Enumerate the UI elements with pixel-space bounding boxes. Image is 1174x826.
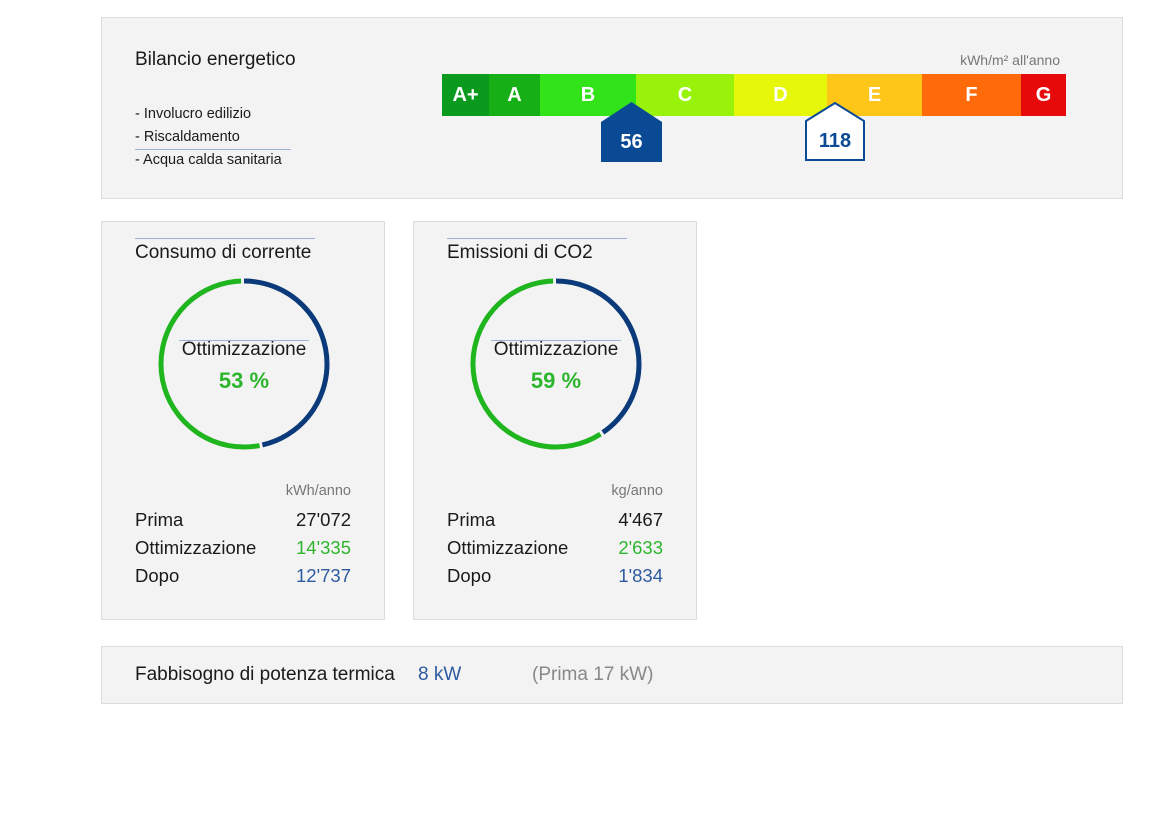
co2-emissions-card: Emissioni di CO2 Ottimizzazione 59 % kg/… [413,221,697,620]
class-segment-c: C [636,74,734,116]
card-unit: kg/anno [611,483,663,499]
row-value: 1'834 [618,565,663,586]
row-label: Prima [135,509,184,530]
energy-balance-title: Bilancio energetico [135,49,296,70]
marker-before-value: 118 [818,130,852,152]
class-segment-g: G [1021,74,1066,116]
row-value: 27'072 [296,509,351,530]
row-value: 14'335 [296,537,351,558]
power-consumption-card: Consumo di corrente Ottimizzazione 53 % … [101,221,385,620]
ring-remaining-arc [470,278,642,450]
row-optimization: Ottimizzazione 2'633 [447,534,663,562]
row-label: Ottimizzazione [135,537,257,558]
row-value: 12'737 [296,565,351,586]
thermal-power-panel: Fabbisogno di potenza termica 8 kW (Prim… [101,646,1123,704]
energy-class-scale: A+ A B C D E F G [442,74,1066,116]
class-segment-f: F [922,74,1021,116]
optimization-percent: 59 % [530,368,582,393]
marker-after-optimization: 56 [601,102,662,162]
marker-after-value: 56 [620,131,643,153]
energy-balance-panel: Bilancio energetico - Involucro edilizio… [101,17,1123,199]
card-title: Emissioni di CO2 [447,242,593,263]
thermal-power-label: Fabbisogno di potenza termica [135,664,395,685]
row-before: Prima 27'072 [135,506,351,534]
title-divider [135,238,315,239]
class-segment-b: B [540,74,636,116]
row-before: Prima 4'467 [447,506,663,534]
category-item: - Acqua calda sanitaria [135,152,282,168]
row-label: Dopo [447,565,492,586]
title-divider [447,238,627,239]
scale-unit-label: kWh/m² all'anno [960,52,1060,68]
optimization-ring-chart [470,278,642,450]
ring-optimization-arc [158,278,330,450]
optimization-ring-chart [158,278,330,450]
row-label: Ottimizzazione [447,537,569,558]
row-label: Prima [447,509,496,530]
optimization-percent: 53 % [218,368,270,393]
row-value: 2'633 [618,537,663,558]
ring-remaining-arc [158,278,330,450]
card-title: Consumo di corrente [135,242,312,263]
ring-label-divider [491,340,621,341]
row-after: Dopo 1'834 [447,562,663,590]
row-value: 4'467 [618,509,663,530]
row-after: Dopo 12'737 [135,562,351,590]
class-segment-d: D [734,74,827,116]
category-item: - Riscaldamento [135,127,291,150]
ring-label: Ottimizzazione [493,339,619,360]
row-label: Dopo [135,565,180,586]
ring-label-divider [179,340,309,341]
ring-label: Ottimizzazione [181,339,307,360]
house-marker-outline-icon [805,102,865,161]
class-segment-a-plus: A+ [442,74,489,116]
class-segment-a: A [489,74,540,116]
house-marker-filled-icon [601,102,662,162]
card-unit: kWh/anno [285,483,351,499]
ring-optimization-arc [470,278,642,450]
thermal-power-value: 8 kW [418,664,462,685]
thermal-power-previous: (Prima 17 kW) [532,664,654,685]
row-optimization: Ottimizzazione 14'335 [135,534,351,562]
marker-before-optimization: 118 [805,102,865,162]
category-item: - Involucro edilizio [135,106,252,122]
category-list: - Involucro edilizio - Riscaldamento - A… [135,104,291,173]
